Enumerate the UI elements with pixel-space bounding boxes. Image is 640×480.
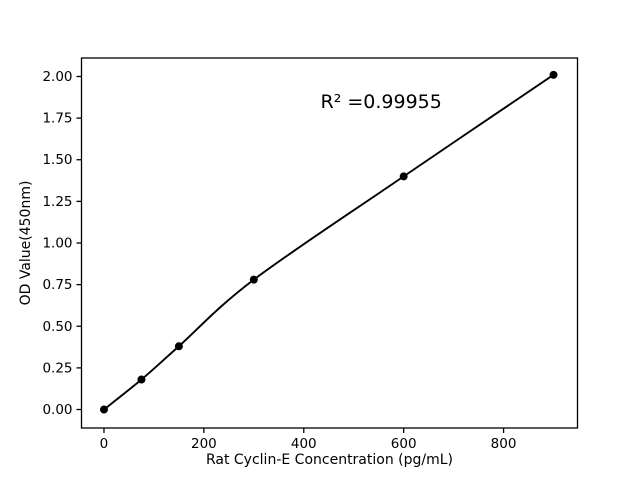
y-tick-label: 1.25 [42, 194, 72, 210]
y-axis-label: OD Value(450nm) [18, 181, 34, 306]
data-point-marker [249, 275, 258, 284]
data-point-marker [99, 405, 108, 414]
y-tick-label: 0.50 [42, 319, 72, 335]
y-tick-label: 2.00 [42, 69, 72, 85]
x-tick-label: 200 [191, 436, 217, 452]
y-tick-label: 0.25 [42, 360, 72, 376]
x-tick-label: 800 [491, 436, 517, 452]
y-tick-label: 1.00 [42, 236, 72, 252]
data-point-marker [137, 375, 146, 384]
x-axis-label: Rat Cyclin-E Concentration (pg/mL) [206, 452, 453, 468]
data-point-marker [549, 70, 558, 79]
x-tick-label: 600 [391, 436, 417, 452]
data-point-marker [174, 342, 183, 351]
y-tick-label: 0.00 [42, 402, 72, 418]
axes-layer: 0 200 400 600 800 0.00 0.25 0.50 0.75 1.00 1.25 1.5… [42, 57, 579, 452]
x-tick-label: 0 [100, 436, 109, 452]
y-tick-label: 1.75 [42, 111, 72, 127]
y-tick-label: 0.75 [42, 277, 72, 293]
fit-curve [103, 74, 555, 411]
axes-frame [80, 57, 579, 429]
r-squared-annotation: R² =0.99955 [321, 91, 442, 113]
data-point-marker [399, 172, 408, 181]
x-tick-label: 400 [291, 436, 317, 452]
y-tick-label: 1.50 [42, 152, 72, 168]
